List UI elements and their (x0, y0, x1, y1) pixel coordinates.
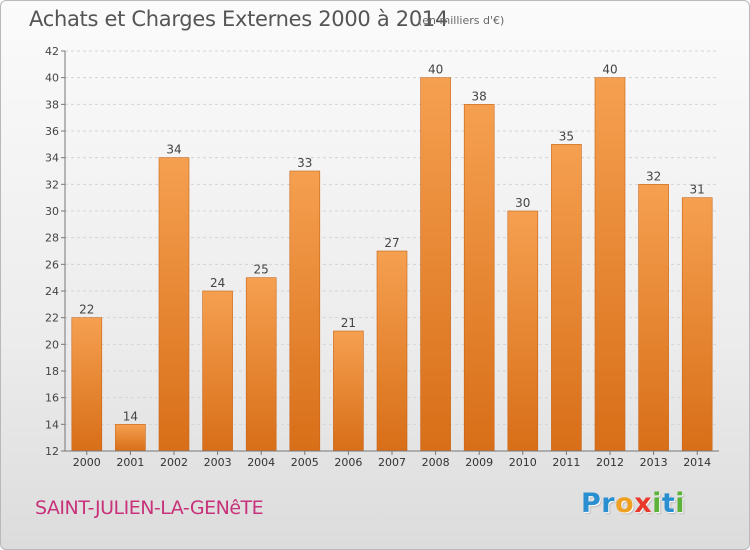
value-label-2011: 35 (559, 129, 574, 143)
bar-2009 (463, 104, 495, 452)
bar-2004 (245, 277, 277, 452)
proxiti-logo: Proxiti (581, 488, 685, 519)
logo-letter: t (661, 488, 676, 519)
bar-2003 (202, 290, 233, 452)
commune-name: SAINT-JULIEN-LA-GENêTE (35, 497, 264, 519)
x-tick-label-2002: 2002 (160, 456, 188, 469)
bar-2005 (289, 170, 321, 452)
x-tick-label-2000: 2000 (73, 456, 101, 469)
bar-2002 (158, 157, 190, 452)
y-tick-label-40: 40 (45, 72, 59, 85)
y-tick-label-16: 16 (45, 392, 59, 405)
y-tick-label-20: 20 (45, 338, 59, 351)
value-label-2013: 32 (646, 169, 661, 183)
bar-2010 (507, 210, 539, 452)
y-tick-label-38: 38 (45, 98, 59, 111)
value-label-2005: 33 (297, 156, 312, 170)
bar-2008 (420, 77, 451, 452)
logo-letter: i (675, 488, 686, 519)
y-tick-label-12: 12 (45, 445, 59, 458)
bar-2007 (376, 250, 408, 452)
value-label-2002: 34 (166, 143, 181, 157)
x-tick-label-2014: 2014 (683, 456, 711, 469)
bar-layer (71, 77, 713, 452)
y-tick-label-42: 42 (45, 45, 59, 58)
value-label-2008: 40 (428, 63, 443, 77)
y-tick-label-34: 34 (45, 152, 59, 165)
x-tick-label-2012: 2012 (596, 456, 624, 469)
x-tick-label-2008: 2008 (422, 456, 450, 469)
value-label-2006: 21 (341, 316, 356, 330)
value-label-2004: 25 (254, 263, 269, 277)
chart-title: Achats et Charges Externes 2000 à 2014 (29, 7, 449, 31)
x-tick-label-2003: 2003 (204, 456, 232, 469)
y-tick-label-28: 28 (45, 232, 59, 245)
label-layer: 22 14 34 24 25 33 21 27 40 38 30 35 40 32 31 (79, 63, 705, 424)
logo-letter: x (634, 488, 653, 519)
x-tick-label-2013: 2013 (640, 456, 668, 469)
y-tick-label-22: 22 (45, 312, 59, 325)
value-label-2012: 40 (602, 63, 617, 77)
x-tick-label-2007: 2007 (378, 456, 406, 469)
y-tick-label-30: 30 (45, 205, 59, 218)
x-tick-label-2004: 2004 (247, 456, 275, 469)
y-tick-label-18: 18 (45, 365, 59, 378)
value-label-2003: 24 (210, 276, 225, 290)
value-label-2010: 30 (515, 196, 530, 210)
logo-letter: o (615, 488, 635, 519)
value-label-2009: 38 (472, 89, 487, 103)
logo-letter: i (652, 488, 662, 519)
logo-letter: P (581, 488, 602, 519)
value-label-2001: 14 (123, 409, 138, 423)
y-tick-label-26: 26 (45, 258, 59, 271)
x-tick-label-2005: 2005 (291, 456, 319, 469)
value-label-2007: 27 (384, 236, 399, 250)
axis-layer: 12 14 16 18 20 22 24 26 28 30 32 34 36 38 40 42 2000 2001… (45, 45, 719, 469)
value-label-2000: 22 (79, 303, 94, 317)
y-tick-label-36: 36 (45, 125, 59, 138)
bar-2000 (71, 317, 103, 452)
x-tick-label-2011: 2011 (552, 456, 580, 469)
x-tick-label-2001: 2001 (116, 456, 144, 469)
logo-letter: r (601, 488, 616, 519)
value-label-2014: 31 (690, 183, 705, 197)
x-tick-label-2006: 2006 (334, 456, 362, 469)
chart-subtitle: (en milliers d'€) (418, 14, 505, 27)
y-tick-label-24: 24 (45, 285, 59, 298)
bar-2012 (594, 77, 626, 452)
x-tick-label-2010: 2010 (509, 456, 537, 469)
x-tick-label-2009: 2009 (465, 456, 493, 469)
bar-2014 (681, 197, 713, 452)
bar-2001 (115, 424, 146, 452)
bar-2006 (333, 330, 364, 452)
y-tick-label-32: 32 (45, 178, 59, 191)
bar-2011 (551, 144, 582, 452)
bar-2013 (638, 184, 669, 452)
y-tick-label-14: 14 (45, 418, 59, 431)
